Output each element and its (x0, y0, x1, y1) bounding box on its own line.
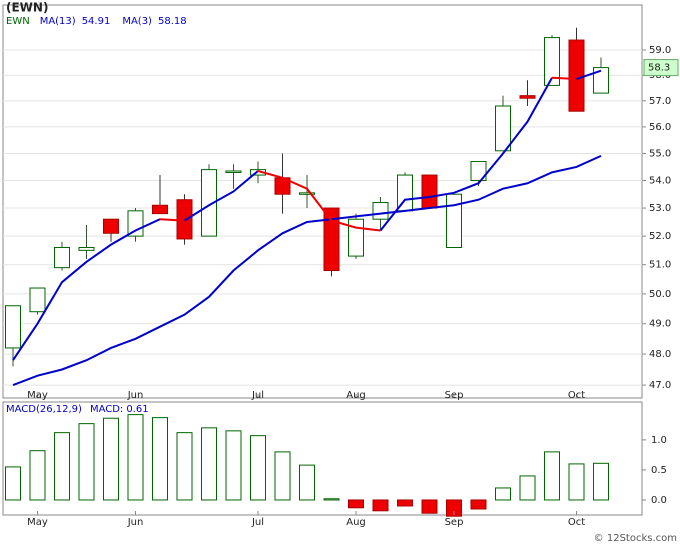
ma-line (12, 218, 161, 361)
macd-bar (29, 450, 46, 501)
candle-body (348, 218, 364, 257)
candle-body (593, 67, 609, 94)
candle-body (201, 169, 217, 237)
macd-bar (103, 417, 119, 501)
last-price-box (643, 59, 679, 77)
candle-body (299, 192, 315, 195)
ma-line (12, 154, 602, 387)
y-tick-label: 0.5 (651, 465, 667, 476)
macd-bar (176, 432, 193, 501)
x-tick-label: Jun (127, 517, 144, 528)
legend-text: 58.18 (158, 16, 187, 27)
x-tick-label: Oct (568, 517, 585, 528)
macd-bar (299, 464, 315, 501)
macd-bar (152, 417, 168, 501)
x-tick-label: Aug (346, 390, 366, 401)
ma-line (576, 69, 602, 80)
x-tick-label: Sep (445, 517, 464, 528)
x-tick-label: Jul (251, 390, 264, 401)
macd-bar (348, 499, 364, 509)
macd-bar (446, 499, 462, 517)
macd-bar (274, 451, 291, 501)
candle-body (152, 204, 168, 215)
y-tick-label: 59.0 (649, 45, 671, 56)
ma-line (551, 76, 577, 81)
macd-value: 0.61 (126, 404, 148, 415)
y-tick-label: 47.0 (649, 380, 671, 391)
macd-bar (397, 499, 413, 507)
x-tick-label: Jun (127, 390, 144, 401)
candle-body (127, 210, 144, 237)
x-tick-label: May (27, 517, 48, 528)
ma-line (159, 218, 185, 222)
macd-bar (54, 432, 70, 501)
candle-body (495, 105, 511, 152)
candle-body (323, 207, 340, 272)
y-tick-label: 56.0 (649, 122, 671, 133)
candle-body (5, 305, 21, 349)
macd-bar (470, 499, 487, 510)
macd-label: MACD: (90, 404, 123, 415)
legend-text: EWN (6, 16, 30, 27)
y-tick-label: 57.0 (649, 96, 671, 107)
macd-panel (2, 401, 643, 516)
candle-body (519, 95, 536, 99)
macd-bar (372, 499, 389, 512)
y-tick-label: 49.0 (649, 319, 671, 330)
macd-bar (250, 435, 266, 501)
x-tick-label: Oct (568, 390, 585, 401)
y-tick-label: 55.0 (649, 148, 671, 159)
price-panel (2, 4, 643, 399)
y-tick-label: 1.0 (651, 435, 667, 446)
legend-text: MA(3) (122, 16, 152, 27)
candle-body (78, 246, 95, 251)
x-tick-label: Aug (346, 517, 366, 528)
macd-bar (323, 498, 340, 501)
y-tick-label: 52.0 (649, 231, 671, 242)
macd-bar (593, 462, 609, 501)
candle-body (54, 246, 70, 269)
candle-body (470, 161, 487, 182)
y-tick-label: 54.0 (649, 176, 671, 187)
legend-text: MA(13) (40, 16, 76, 27)
ma-line (257, 170, 381, 232)
candle-body (103, 218, 119, 234)
macd-bar (201, 427, 217, 501)
macd-bar (544, 451, 560, 501)
candle-body (421, 174, 438, 209)
candle-body (544, 37, 560, 86)
y-tick-label: 53.0 (649, 203, 671, 214)
macd-bar (568, 463, 585, 501)
candle-body (568, 39, 585, 112)
macd-bar (225, 430, 242, 501)
macd-bar (495, 487, 511, 501)
legend-text: 54.91 (82, 16, 111, 27)
y-tick-label: 48.0 (649, 349, 671, 360)
chart-title: (EWN) (6, 1, 48, 15)
x-tick-label: Sep (445, 390, 464, 401)
candle-body (225, 170, 242, 173)
y-tick-label: 51.0 (649, 260, 671, 271)
x-tick-label: Jul (251, 517, 264, 528)
ma-line (183, 170, 259, 222)
macd-bar (78, 423, 95, 501)
macd-bar (127, 414, 144, 501)
candle-body (29, 287, 46, 313)
y-tick-label: 0.0 (651, 495, 667, 506)
y-tick-label: 50.0 (649, 289, 671, 300)
ma-line (379, 77, 553, 232)
x-tick-label: May (27, 390, 48, 401)
macd-label: MACD(26,12,9) (6, 404, 82, 415)
candle-body (372, 201, 389, 220)
macd-bar (421, 499, 438, 514)
source: © 12Stocks.com (594, 533, 677, 544)
candle-body (446, 193, 462, 248)
macd-bar (5, 466, 21, 501)
last-price: 58.3 (648, 63, 670, 74)
macd-bar (519, 475, 536, 501)
